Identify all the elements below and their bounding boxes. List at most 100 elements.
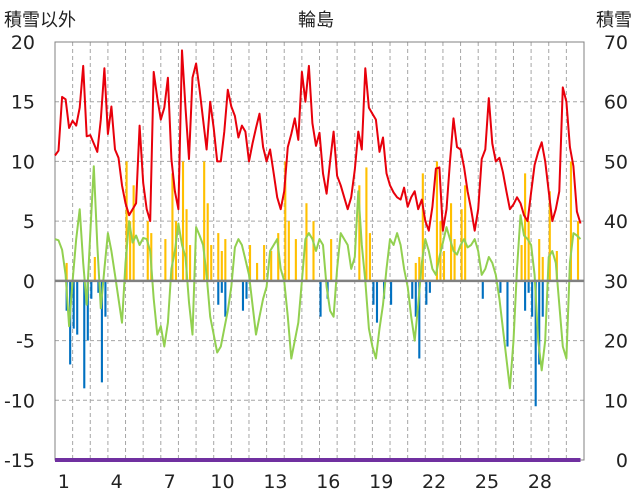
data-bar-orange_bars bbox=[217, 233, 220, 281]
data-bar-orange_bars bbox=[464, 185, 467, 281]
data-bar-blue_bars bbox=[224, 280, 227, 317]
data-bar-orange_bars bbox=[520, 245, 523, 281]
data-bar-orange_bars bbox=[358, 185, 361, 281]
data-bar-orange_bars bbox=[435, 161, 438, 281]
chart-title: 輪島 bbox=[298, 10, 334, 31]
data-bar-blue_bars bbox=[390, 280, 393, 305]
data-bar-orange_bars bbox=[206, 203, 209, 281]
line-layer bbox=[54, 49, 584, 462]
data-bar-orange_bars bbox=[330, 239, 333, 281]
data-bar-blue_bars bbox=[97, 280, 100, 293]
right-tick-label: 50 bbox=[604, 151, 628, 173]
right-tick-label: 30 bbox=[604, 271, 628, 293]
bar-layer bbox=[65, 161, 580, 407]
data-bar-orange_bars bbox=[125, 161, 128, 281]
data-bar-blue_bars bbox=[534, 280, 537, 407]
data-bar-blue_bars bbox=[241, 280, 245, 311]
left-tick-label: -15 bbox=[4, 450, 35, 472]
data-bar-blue_bars bbox=[86, 280, 89, 341]
data-bar-orange_bars bbox=[287, 221, 290, 281]
right-tick-label: 0 bbox=[616, 450, 628, 472]
left-tick-label: -5 bbox=[16, 331, 35, 353]
data-bar-orange_bars bbox=[368, 233, 371, 281]
data-bar-orange_bars bbox=[538, 239, 541, 281]
x-tick-label: 19 bbox=[369, 471, 393, 493]
data-bar-blue_bars bbox=[425, 280, 428, 305]
x-tick-label: 22 bbox=[422, 471, 446, 493]
data-bar-blue_bars bbox=[72, 280, 75, 329]
data-bar-blue_bars bbox=[531, 280, 534, 317]
data-bar-orange_bars bbox=[277, 233, 280, 281]
data-bar-orange_bars bbox=[210, 245, 213, 281]
data-bar-orange_bars bbox=[146, 221, 149, 281]
data-bar-orange_bars bbox=[132, 185, 135, 281]
data-bar-orange_bars bbox=[524, 173, 527, 281]
x-tick-label: 13 bbox=[263, 471, 287, 493]
data-bar-orange_bars bbox=[256, 262, 259, 281]
data-bar-blue_bars bbox=[217, 280, 220, 305]
x-tick-label: 16 bbox=[316, 471, 340, 493]
data-bar-orange_bars bbox=[203, 161, 206, 281]
data-bar-orange_bars bbox=[263, 245, 266, 281]
x-tick-label: 28 bbox=[528, 471, 552, 493]
data-bar-blue_bars bbox=[527, 280, 530, 293]
data-bar-orange_bars bbox=[174, 221, 178, 281]
data-bar-blue_bars bbox=[104, 280, 107, 317]
x-tick-label: 4 bbox=[111, 471, 123, 493]
data-bar-orange_bars bbox=[418, 256, 421, 281]
data-bar-orange_bars bbox=[312, 221, 315, 281]
data-bar-blue_bars bbox=[375, 280, 379, 323]
data-bar-orange_bars bbox=[294, 239, 297, 281]
data-bar-orange_bars bbox=[576, 221, 580, 281]
data-bar-orange_bars bbox=[270, 251, 273, 281]
right-tick-label: 20 bbox=[604, 331, 628, 353]
data-bar-blue_bars bbox=[245, 280, 248, 299]
series-line-green_line bbox=[54, 165, 582, 390]
data-bar-orange_bars bbox=[414, 262, 417, 281]
data-bar-orange_bars bbox=[365, 167, 368, 281]
data-bar-orange_bars bbox=[65, 262, 68, 281]
data-bar-blue_bars bbox=[372, 280, 375, 305]
data-bar-orange_bars bbox=[442, 251, 446, 281]
right-tick-label: 10 bbox=[604, 390, 628, 412]
data-bar-orange_bars bbox=[248, 245, 252, 281]
data-bar-orange_bars bbox=[284, 161, 287, 281]
data-bar-blue_bars bbox=[414, 280, 417, 317]
data-bar-orange_bars bbox=[305, 203, 308, 281]
data-bar-orange_bars bbox=[527, 221, 530, 281]
data-bar-blue_bars bbox=[319, 280, 322, 317]
data-bar-blue_bars bbox=[506, 280, 509, 347]
x-tick-label: 25 bbox=[475, 471, 499, 493]
data-bar-blue_bars bbox=[220, 280, 223, 293]
data-bar-orange_bars bbox=[224, 239, 227, 281]
data-bar-orange_bars bbox=[164, 239, 167, 281]
left-tick-label: 10 bbox=[11, 151, 35, 173]
data-bar-blue_bars bbox=[499, 280, 502, 293]
x-tick-label: 1 bbox=[58, 471, 70, 493]
data-bar-blue_bars bbox=[90, 280, 93, 299]
data-bar-blue_bars bbox=[411, 280, 414, 299]
data-bar-orange_bars bbox=[548, 191, 551, 281]
data-bar-orange_bars bbox=[220, 251, 223, 281]
left-tick-label: 0 bbox=[23, 271, 35, 293]
left-tick-label: 5 bbox=[23, 211, 35, 233]
x-tick-label: 7 bbox=[164, 471, 176, 493]
data-bar-orange_bars bbox=[181, 161, 185, 281]
left-tick-label: 15 bbox=[11, 92, 35, 114]
series-line-red_line bbox=[54, 49, 582, 232]
data-bar-blue_bars bbox=[538, 280, 541, 365]
data-bar-orange_bars bbox=[189, 245, 192, 281]
data-bar-blue_bars bbox=[418, 280, 421, 359]
data-bar-orange_bars bbox=[453, 239, 456, 281]
right-axis-label: 積雪 bbox=[596, 10, 632, 31]
data-bar-blue_bars bbox=[524, 280, 527, 311]
data-bar-blue_bars bbox=[100, 280, 103, 383]
data-bar-blue_bars bbox=[481, 280, 484, 299]
data-bar-blue_bars bbox=[83, 280, 86, 389]
data-bar-orange_bars bbox=[541, 256, 544, 281]
data-bar-orange_bars bbox=[421, 173, 424, 281]
data-bar-orange_bars bbox=[569, 161, 573, 281]
data-bar-orange_bars bbox=[93, 256, 96, 281]
left-axis-label: 積雪以外 bbox=[4, 10, 76, 31]
